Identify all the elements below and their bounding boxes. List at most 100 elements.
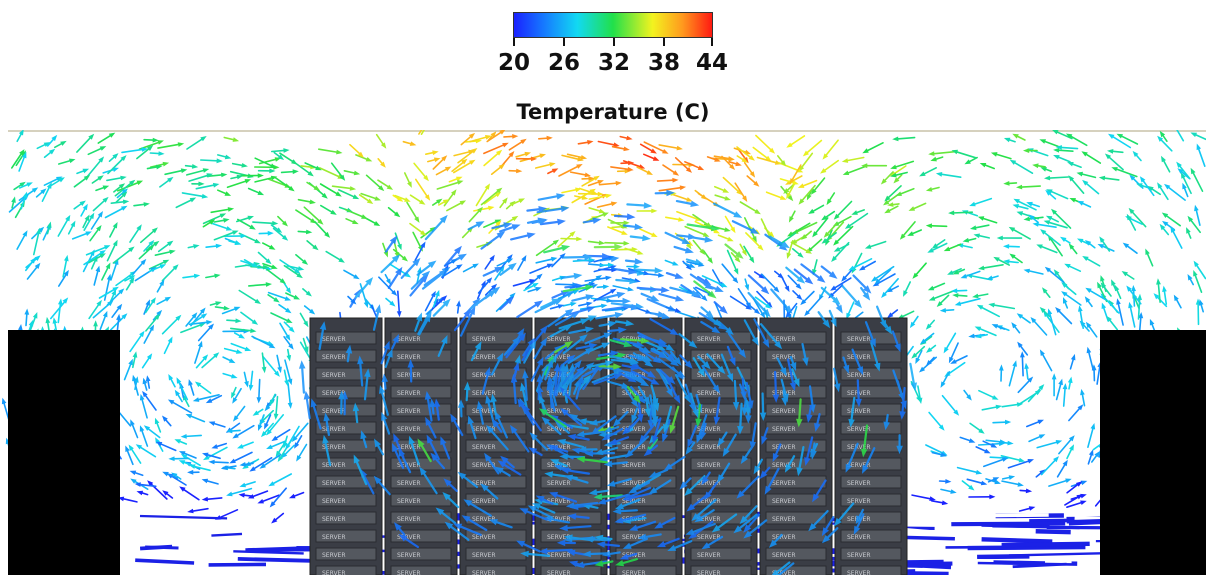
airflow-arrow [745,232,762,249]
airflow-arrowhead [772,394,780,403]
airflow-arrowhead [257,424,263,431]
airflow-arrowhead [953,409,960,416]
airflow-arrowhead [789,382,797,391]
airflow-arrow [714,513,738,531]
airflow-arrow [604,308,626,312]
airflow-arrowhead [474,341,482,351]
airflow-arrowhead [1177,168,1184,174]
airflow-arrowhead [147,145,154,151]
airflow-arrowhead [424,391,432,400]
airflow-arrowhead [511,215,519,222]
airflow-arrowhead [970,225,977,231]
server-unit [465,475,527,489]
airflow-arrowhead [585,347,594,355]
airflow-arrowhead [622,426,631,435]
airflow-arrowhead [549,492,558,499]
airflow-arrowhead [296,455,302,462]
airflow-arrowhead [322,434,329,444]
airflow-arrow [295,209,315,223]
server-unit-label: SERVER [772,534,796,541]
airflow-arrow [897,187,915,196]
airflow-arrowhead [642,234,651,242]
airflow-arrowhead [614,243,623,251]
airflow-arrowhead [469,159,476,165]
airflow-arrowhead [392,443,399,453]
server-unit-label: SERVER [847,480,871,487]
airflow-arrowhead [179,486,186,492]
airflow-arrowhead [194,381,202,388]
airflow-arrow [736,146,753,160]
airflow-arrow [610,358,636,364]
airflow-arrowhead [1162,285,1167,292]
airflow-arrowhead [317,218,324,225]
airflow-arrowhead [162,415,168,422]
airflow-arrowhead [576,456,586,463]
airflow-arrowhead [277,366,282,374]
airflow-arrowhead [191,312,198,319]
airflow-arrowhead [1078,305,1083,312]
airflow-arrow [810,510,829,529]
airflow-arrowhead [237,444,244,449]
airflow-arrow [600,493,629,504]
airflow-arrow [524,407,542,432]
airflow-arrowhead [65,214,71,222]
airflow-arrowhead [585,284,594,291]
floor-streak [1012,562,1067,569]
airflow-arrowhead [535,495,545,503]
airflow-arrow [607,226,626,235]
airflow-arrowhead [749,256,755,264]
airflow-arrowhead [588,257,596,263]
airflow-arrow [1046,268,1065,284]
airflow-arrow [1048,311,1057,336]
airflow-arrowhead [417,438,425,448]
airflow-arrowhead [251,262,259,268]
airflow-arrowhead [104,245,111,250]
airflow-arrowhead [810,188,817,195]
airflow-arrowhead [1076,171,1083,177]
airflow-arrow [132,377,139,396]
airflow-arrow [114,181,134,197]
airflow-arrow [206,173,225,178]
airflow-arrowhead [587,140,594,145]
airflow-arrowhead [142,390,148,398]
airflow-arrowhead [407,181,412,188]
server-unit [690,565,752,575]
airflow-arrow [1046,221,1068,229]
airflow-arrow [188,173,211,182]
floor-streak [902,527,936,534]
airflow-arrowhead [366,198,374,204]
server-unit-label: SERVER [772,408,796,415]
airflow-arrowhead [1162,220,1169,227]
airflow-arrow [183,454,201,467]
airflow-arrow [557,232,574,248]
airflow-arrow [797,398,802,424]
airflow-arrowhead [336,149,343,155]
airflow-arrowhead [291,435,298,442]
airflow-arrowhead [286,318,293,323]
airflow-arrowhead [973,233,980,239]
airflow-arrowhead [52,317,58,324]
airflow-arrowhead [556,193,566,200]
airflow-arrowhead [644,359,654,368]
airflow-arrowhead [1128,207,1135,214]
airflow-arrow [555,283,576,286]
airflow-arrowhead [432,150,439,156]
airflow-arrowhead [719,305,728,314]
airflow-arrowhead [717,474,725,484]
airflow-arrowhead [203,455,210,461]
airflow-arrowhead [663,423,670,433]
airflow-arrowhead [689,403,696,412]
server-unit [690,547,752,561]
airflow-arrow [378,276,396,295]
airflow-arrowhead [662,149,669,154]
server-unit-label: SERVER [547,498,571,505]
airflow-arrow [92,198,107,212]
airflow-arrowhead [312,244,319,251]
airflow-arrow [981,405,1000,411]
airflow-arrowhead [540,325,548,334]
airflow-arrow [788,135,806,147]
airflow-arrow [581,176,598,187]
airflow-arrow [483,151,501,167]
airflow-arrowhead [759,412,767,421]
airflow-arrowhead [652,435,659,445]
